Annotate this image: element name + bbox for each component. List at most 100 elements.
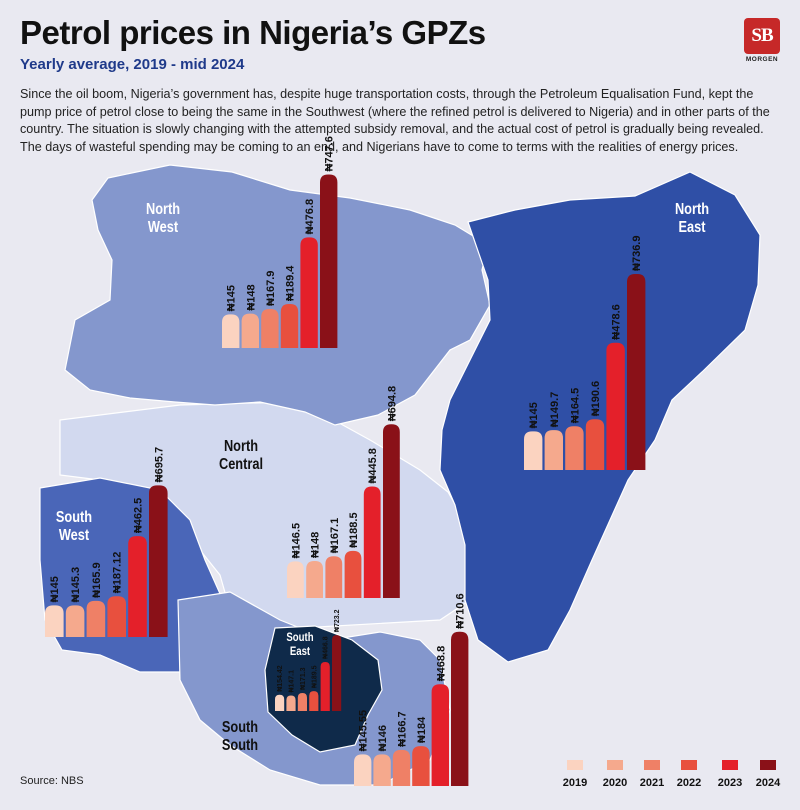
bar-ne-2020 bbox=[544, 430, 563, 470]
value-label-se-2022: ₦189.5 bbox=[311, 665, 318, 688]
label-south-south: South South bbox=[222, 719, 258, 755]
bar-se-2019 bbox=[275, 694, 285, 711]
bar-group-se: ₦154.42 ₦147.1 ₦171.3 ₦189.5 ₦466.8 ₦723.2 bbox=[275, 609, 342, 711]
bar-ne-2024 bbox=[627, 273, 646, 470]
legend-swatch-2019 bbox=[567, 760, 583, 770]
bar-ss-2020 bbox=[373, 754, 391, 786]
legend: 2019 2020 2021 2022 2023 2024 bbox=[563, 760, 781, 789]
bar-sw-2020 bbox=[65, 605, 85, 637]
bar-sw-2021 bbox=[86, 600, 106, 637]
legend-label-2020: 2020 bbox=[603, 777, 627, 789]
legend-label-2024: 2024 bbox=[756, 777, 781, 789]
bar-group-nw: ₦145 ₦148 ₦167.9 ₦189.4 ₦476.8 ₦747.6 bbox=[222, 136, 338, 348]
bar-nw-2024 bbox=[320, 174, 338, 348]
label-north-central: North Central bbox=[219, 438, 263, 474]
value-label-sw-2024: ₦695.7 bbox=[153, 447, 165, 482]
bar-ne-2021 bbox=[565, 426, 584, 470]
bar-nc-2021 bbox=[325, 556, 343, 598]
value-label-sw-2023: ₦462.5 bbox=[132, 498, 144, 533]
legend-swatch-2023 bbox=[722, 760, 738, 770]
legend-swatch-2024 bbox=[760, 760, 776, 770]
bar-group-ss: ₦145.55 ₦146 ₦166.7 ₦184 ₦468.8 ₦710.6 bbox=[354, 593, 469, 786]
value-label-nc-2019: ₦146.5 bbox=[290, 523, 302, 558]
legend-label-2022: 2022 bbox=[677, 777, 701, 789]
value-label-se-2020: ₦147.1 bbox=[289, 670, 296, 693]
value-label-nw-2023: ₦476.8 bbox=[304, 199, 316, 234]
value-label-ne-2024: ₦736.9 bbox=[631, 236, 643, 271]
bar-se-2024 bbox=[332, 635, 342, 711]
legend-swatch-2021 bbox=[644, 760, 660, 770]
value-label-ne-2019: ₦145 bbox=[528, 402, 540, 428]
bar-sw-2024 bbox=[149, 485, 168, 637]
value-label-ss-2019: ₦145.55 bbox=[358, 710, 370, 752]
bar-ss-2023 bbox=[431, 684, 449, 786]
value-label-ss-2021: ₦166.7 bbox=[396, 711, 408, 746]
bar-group-nc: ₦146.5 ₦148 ₦167.1 ₦188.5 ₦445.8 ₦694.8 bbox=[287, 386, 400, 598]
description-text: Since the oil boom, Nigeria’s government… bbox=[20, 87, 770, 154]
value-label-ss-2022: ₦184 bbox=[416, 716, 428, 743]
value-label-sw-2019: ₦145 bbox=[49, 576, 61, 602]
logo-mark: SB bbox=[744, 18, 780, 54]
label-north-east: North East bbox=[675, 201, 709, 237]
value-label-sw-2021: ₦165.9 bbox=[91, 562, 103, 597]
value-label-ss-2024: ₦710.6 bbox=[455, 593, 467, 628]
value-label-nw-2021: ₦167.9 bbox=[265, 271, 277, 306]
bar-nw-2021 bbox=[261, 309, 279, 348]
value-label-ne-2023: ₦478.6 bbox=[611, 304, 623, 339]
legend-swatch-2020 bbox=[607, 760, 623, 770]
region-north-west bbox=[64, 164, 491, 426]
bar-ne-2019 bbox=[524, 431, 543, 470]
bar-nw-2023 bbox=[300, 237, 318, 348]
region-north-east bbox=[439, 171, 761, 663]
bar-ne-2023 bbox=[606, 342, 625, 470]
bar-se-2020 bbox=[286, 695, 296, 711]
value-label-nc-2024: ₦694.8 bbox=[386, 386, 398, 421]
label-north-west: North West bbox=[146, 201, 180, 237]
value-label-nw-2024: ₦747.6 bbox=[324, 136, 336, 171]
bar-nw-2022 bbox=[280, 304, 299, 348]
chart-title: Petrol prices in Nigeria’s GPZs bbox=[20, 14, 486, 51]
bar-se-2023 bbox=[320, 661, 330, 711]
value-label-se-2019: ₦154.42 bbox=[277, 665, 284, 692]
value-label-se-2023: ₦466.8 bbox=[323, 636, 330, 659]
value-label-nc-2021: ₦167.1 bbox=[329, 518, 341, 553]
bar-sw-2023 bbox=[128, 536, 147, 637]
legend-label-2021: 2021 bbox=[640, 777, 664, 789]
bar-groups: ₦145 ₦148 ₦167.9 ₦189.4 ₦476.8 ₦747.6 ₦145 ₦149… bbox=[45, 136, 646, 786]
bar-group-sw: ₦145 ₦145.3 ₦165.9 ₦187.12 ₦462.5 ₦695.7 bbox=[45, 447, 168, 637]
bar-ss-2022 bbox=[412, 746, 430, 786]
bar-nc-2023 bbox=[363, 486, 381, 598]
value-label-nw-2019: ₦145 bbox=[226, 285, 238, 311]
bar-nc-2020 bbox=[306, 561, 323, 598]
value-label-nc-2020: ₦148 bbox=[310, 532, 322, 558]
value-label-ne-2021: ₦164.5 bbox=[569, 388, 581, 423]
bar-group-ne: ₦145 ₦149.7 ₦164.5 ₦190.6 ₦478.6 ₦736.9 bbox=[524, 236, 646, 470]
value-label-se-2024: ₦723.2 bbox=[334, 609, 341, 632]
bar-nw-2019 bbox=[222, 314, 240, 348]
bar-ss-2024 bbox=[451, 631, 469, 786]
value-label-se-2021: ₦171.3 bbox=[300, 667, 307, 690]
bar-se-2021 bbox=[297, 693, 307, 711]
legend-swatch-2022 bbox=[681, 760, 697, 770]
bar-nc-2024 bbox=[383, 424, 400, 598]
value-label-ss-2020: ₦146 bbox=[377, 725, 389, 751]
legend-label-2023: 2023 bbox=[718, 777, 742, 789]
bar-ne-2022 bbox=[585, 419, 605, 470]
bar-ss-2021 bbox=[392, 749, 411, 786]
value-label-ne-2020: ₦149.7 bbox=[549, 392, 561, 427]
bar-se-2022 bbox=[309, 691, 319, 711]
bar-nw-2020 bbox=[241, 313, 259, 348]
label-south-east: South East bbox=[286, 631, 313, 658]
bar-sw-2019 bbox=[45, 605, 64, 637]
source-note: Source: NBS bbox=[20, 775, 84, 787]
value-label-nw-2022: ₦189.4 bbox=[284, 265, 296, 301]
bar-ss-2019 bbox=[354, 754, 372, 786]
legend-label-2019: 2019 bbox=[563, 777, 587, 789]
value-label-sw-2022: ₦187.12 bbox=[112, 552, 124, 594]
value-label-ne-2022: ₦190.6 bbox=[590, 381, 602, 416]
value-label-ss-2023: ₦468.8 bbox=[435, 646, 447, 681]
bar-nc-2019 bbox=[287, 561, 304, 598]
label-south-west: South West bbox=[56, 509, 92, 545]
bar-nc-2022 bbox=[344, 550, 362, 598]
